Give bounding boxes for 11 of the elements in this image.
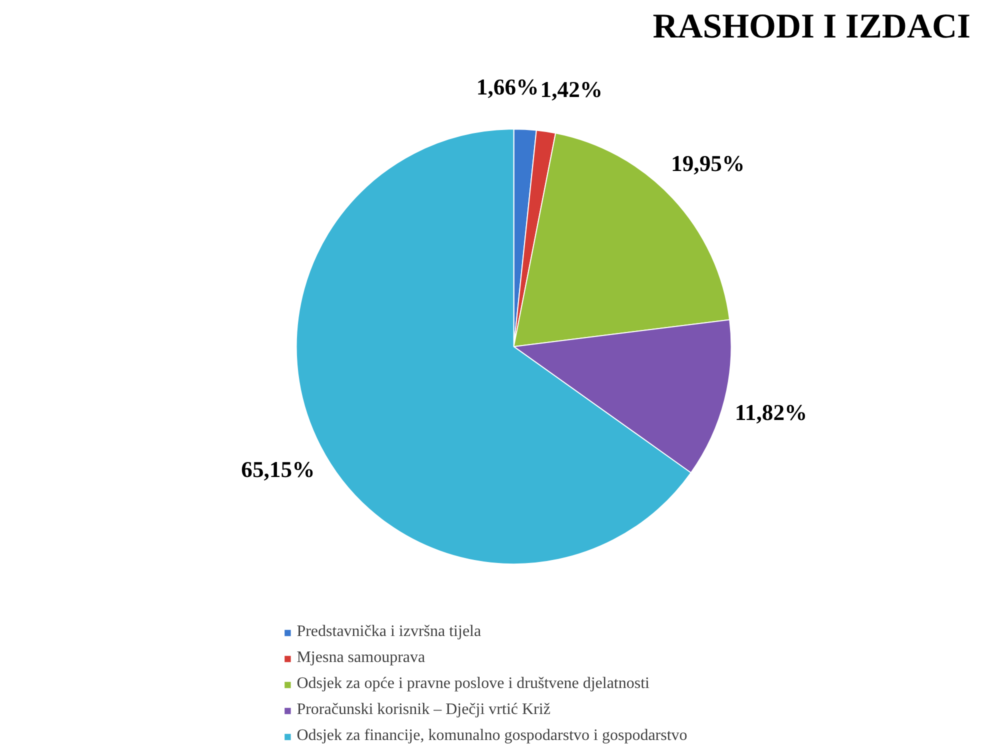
legend-label: Mjesna samouprava xyxy=(296,649,426,667)
data-label: 19,95% xyxy=(671,150,745,176)
data-label: 1,42% xyxy=(540,77,603,102)
data-label: 1,66% xyxy=(476,74,539,100)
legend-label: Odsjek za financije, komunalno gospodarstvo i gospodarstvo xyxy=(296,727,688,745)
legend-label: Predstavnička i izvršna tijela xyxy=(296,623,482,641)
data-label: 65,15% xyxy=(241,457,315,482)
legend-label: Proračunski korisnik – Dječji vrtić Križ xyxy=(296,701,550,719)
chart-title: RASHODI I IZDACI xyxy=(652,8,971,46)
data-label: 11,82% xyxy=(734,400,808,425)
legend-label: Odsjek za opće i pravne poslove i društvene djelatnosti xyxy=(296,675,650,693)
